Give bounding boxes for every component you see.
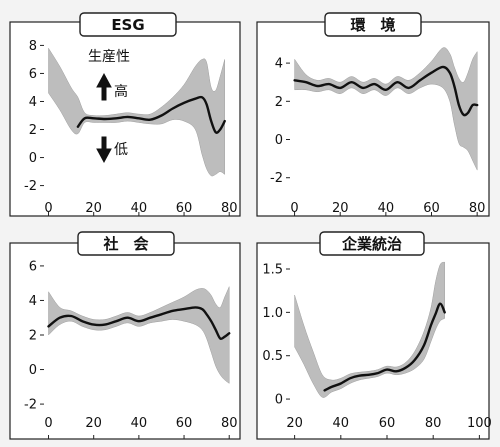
panel-society-title: 社 会 <box>102 235 148 253</box>
environment-series-line <box>293 65 479 117</box>
x-tick-label: 0 <box>44 201 52 216</box>
y-tick-label: 0 <box>29 151 37 166</box>
y-tick-label: 8 <box>29 39 37 54</box>
annotation-high-label: 高 <box>114 83 128 100</box>
y-tick-label: -2 <box>24 179 37 194</box>
governance-confidence-band <box>294 261 445 398</box>
panel-society-frame <box>9 242 241 440</box>
panel-environment-title: 環 境 <box>350 16 395 34</box>
x-tick-label: 40 <box>378 201 395 216</box>
esg-series-line <box>76 95 226 134</box>
x-tick-label: 40 <box>131 201 148 216</box>
annotation-low-label: 低 <box>114 142 128 158</box>
x-tick-label: 40 <box>333 416 350 431</box>
governance-series-line <box>323 302 446 392</box>
y-tick-label: 2 <box>29 123 37 138</box>
society-series-line <box>47 306 231 341</box>
x-tick-label: 80 <box>221 201 238 216</box>
panel-governance-title-box <box>319 231 425 256</box>
x-tick-label: 80 <box>469 201 486 216</box>
y-tick-label: 6 <box>29 259 37 274</box>
x-tick-label: 0 <box>44 416 52 431</box>
panel-esg-title: ESG <box>111 16 144 34</box>
x-tick-label: 0 <box>290 201 298 216</box>
y-tick-label: 2 <box>275 95 283 110</box>
y-tick-label: 0.5 <box>262 349 283 364</box>
x-tick-label: 20 <box>85 201 102 216</box>
y-tick-label: 1.5 <box>262 263 283 278</box>
panel-society-title-box <box>77 231 175 256</box>
y-tick-label: 4 <box>29 294 37 309</box>
y-tick-label: 1.0 <box>262 306 283 321</box>
panel-governance-title: 企業統治 <box>341 235 402 253</box>
panel-governance-frame <box>256 242 490 440</box>
x-tick-label: 80 <box>221 416 238 431</box>
esg-annotation: 生産性 高 低 <box>88 49 130 164</box>
y-tick-label: 0 <box>275 133 283 148</box>
annotation-productivity-label: 生産性 <box>88 49 130 65</box>
y-tick-label: 2 <box>29 329 37 344</box>
panel-environment-title-box <box>324 12 422 37</box>
x-tick-label: 20 <box>85 416 102 431</box>
x-tick-label: 60 <box>379 416 396 431</box>
x-tick-label: 20 <box>332 201 349 216</box>
x-tick-label: 20 <box>286 416 303 431</box>
esg-confidence-band <box>48 47 225 177</box>
y-tick-label: 6 <box>29 67 37 82</box>
x-tick-label: 100 <box>467 416 492 431</box>
up-arrow-icon <box>96 72 112 101</box>
y-tick-label: 0 <box>29 363 37 378</box>
x-tick-label: 80 <box>425 416 442 431</box>
y-tick-label: -2 <box>270 171 283 186</box>
environment-confidence-band <box>294 47 478 171</box>
y-tick-label: -2 <box>24 398 37 413</box>
x-tick-label: 60 <box>176 201 193 216</box>
y-tick-label: 4 <box>29 95 37 110</box>
x-tick-label: 60 <box>423 201 440 216</box>
down-arrow-icon <box>96 136 112 164</box>
society-confidence-band <box>48 286 230 384</box>
x-tick-label: 60 <box>176 416 193 431</box>
panel-esg-title-box <box>79 12 177 37</box>
x-tick-label: 40 <box>131 416 148 431</box>
y-tick-label: 4 <box>275 57 283 72</box>
panel-governance-plot: 0 0.5 1.0 1.5 20 40 60 80 100 <box>262 261 492 439</box>
panel-governance: 企業統治 0 0.5 1.0 1.5 20 40 60 80 100 <box>256 231 492 440</box>
y-tick-label: 0 <box>275 393 283 408</box>
